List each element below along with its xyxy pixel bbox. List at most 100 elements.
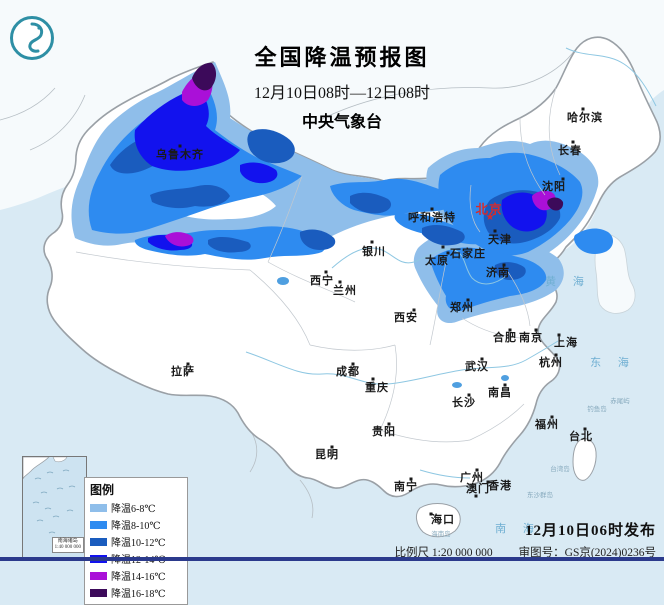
legend-swatch	[90, 520, 107, 529]
city-dot-marker	[474, 494, 478, 498]
sea-label: 东 海	[590, 357, 636, 369]
city-dot-marker	[550, 415, 554, 419]
map-approval: 审图号：GS京(2024)0236号	[518, 547, 656, 559]
bottom-bar	[0, 557, 664, 561]
city-dot-marker	[480, 357, 484, 361]
city-dot-marker	[475, 468, 479, 472]
legend-item: 降温8-10℃	[90, 517, 182, 532]
city-dot-marker	[429, 512, 433, 516]
city-dot-marker	[561, 177, 565, 181]
china-map	[0, 0, 664, 538]
city-label: 石家庄	[450, 248, 486, 260]
city-label: 成都	[336, 366, 360, 378]
legend-label: 降温6-8℃	[111, 504, 156, 515]
sea-label: 东沙群岛	[527, 492, 553, 499]
city-dot-marker	[186, 362, 190, 366]
south-china-sea-inset: 南海诸岛 1:40 000 000	[22, 456, 87, 558]
legend-swatch	[90, 503, 107, 512]
city-dot-marker	[486, 480, 490, 484]
legend-item: 降温10-12℃	[90, 534, 182, 549]
inset-title: 南海诸岛	[57, 539, 78, 544]
qinghai-lake	[277, 277, 289, 285]
city-dot-marker	[534, 328, 538, 332]
legend-item: 降温16-18℃	[90, 585, 182, 600]
city-dot-marker	[370, 240, 374, 244]
forecast-period: 12月10日08时—12日08时	[253, 85, 430, 102]
sea-label: 海南岛	[431, 531, 451, 538]
city-label: 西宁	[310, 275, 334, 287]
city-dot-marker	[554, 353, 558, 357]
city-label: 武汉	[465, 361, 489, 373]
city-label: 台北	[569, 431, 593, 443]
city-label: 杭州	[539, 357, 563, 369]
city-label: 兰州	[333, 285, 357, 297]
city-label: 广州	[460, 472, 484, 484]
city-dot-marker	[502, 263, 506, 267]
city-dot-marker	[508, 328, 512, 332]
city-dot-marker	[466, 298, 470, 302]
city-label: 哈尔滨	[567, 112, 603, 124]
poyang-lake	[501, 375, 509, 381]
city-dot-marker	[493, 229, 497, 233]
lakes	[277, 277, 509, 388]
city-dot-marker	[387, 422, 391, 426]
rivers	[245, 47, 657, 479]
legend-item: 降温6-8℃	[90, 500, 182, 515]
city-label: 拉萨	[171, 366, 195, 378]
city-label: 郑州	[450, 302, 474, 314]
korea-peninsula	[594, 233, 636, 314]
footer: 12月10日06时发布 比例尺 1:20 000 000 审图号：GS京(2024…	[395, 519, 656, 560]
cma-dragon-logo-icon	[10, 16, 54, 60]
map-credits: 比例尺 1:20 000 000 审图号：GS京(2024)0236号	[395, 544, 656, 560]
taiwan-island	[572, 438, 597, 481]
city-dot-marker	[430, 207, 434, 211]
city-dot-marker	[503, 383, 507, 387]
city-label: 南宁	[394, 481, 418, 493]
hainan-island	[415, 503, 461, 538]
agency-name: 中央气象台	[301, 114, 382, 131]
city-dot-marker	[441, 245, 445, 249]
city-label: 昆明	[315, 449, 339, 461]
city-dot-marker	[178, 144, 182, 148]
sea-label: 台湾岛	[550, 466, 570, 473]
city-label: 沈阳	[542, 181, 566, 193]
legend-swatch	[90, 571, 107, 580]
legend-item: 降温14-16℃	[90, 568, 182, 583]
city-label: 济南	[486, 267, 510, 279]
city-label: 银川	[362, 246, 386, 258]
city-label: 长沙	[452, 397, 476, 409]
city-dot-marker	[446, 251, 450, 255]
city-dot-marker	[409, 477, 413, 481]
page-title: 全国降温预报图	[254, 45, 430, 70]
city-dot-marker	[351, 362, 355, 366]
region-cooling-16-18	[192, 62, 564, 211]
dragon-glyph	[28, 22, 44, 53]
inset-scale-box: 南海诸岛 1:40 000 000	[51, 537, 84, 553]
legend: 图例 降温6-8℃降温8-10℃降温10-12℃降温12-14℃降温14-16℃…	[84, 477, 188, 605]
sea-label: 南 海	[495, 523, 541, 535]
legend-label: 降温16-18℃	[111, 589, 166, 600]
city-label: 长春	[558, 145, 582, 157]
province-borders	[75, 87, 561, 443]
legend-swatch	[90, 537, 107, 546]
city-label: 澳门	[466, 483, 490, 495]
city-label: 乌鲁木齐	[156, 149, 204, 161]
city-dot-marker	[324, 270, 328, 274]
city-dot-marker	[412, 308, 416, 312]
city-label: 南京	[519, 332, 543, 344]
city-label: 重庆	[365, 382, 389, 394]
city-label: 香港	[488, 480, 512, 492]
capital-star-marker: ★	[485, 212, 495, 223]
sea-label: 黄 海	[545, 276, 591, 288]
city-dot-marker	[371, 377, 375, 381]
city-label: 海口	[431, 514, 455, 526]
city-dot-marker	[581, 107, 585, 111]
city-dot-marker	[571, 140, 575, 144]
city-dot-marker	[338, 280, 342, 284]
legend-label: 降温10-12℃	[111, 538, 166, 549]
city-label: 天津	[488, 234, 512, 246]
city-label: 西安	[394, 312, 418, 324]
legend-items: 降温6-8℃降温8-10℃降温10-12℃降温12-14℃降温14-16℃降温1…	[90, 500, 182, 600]
city-label: 福州	[535, 419, 559, 431]
capital-city-label: 北京	[475, 202, 503, 217]
